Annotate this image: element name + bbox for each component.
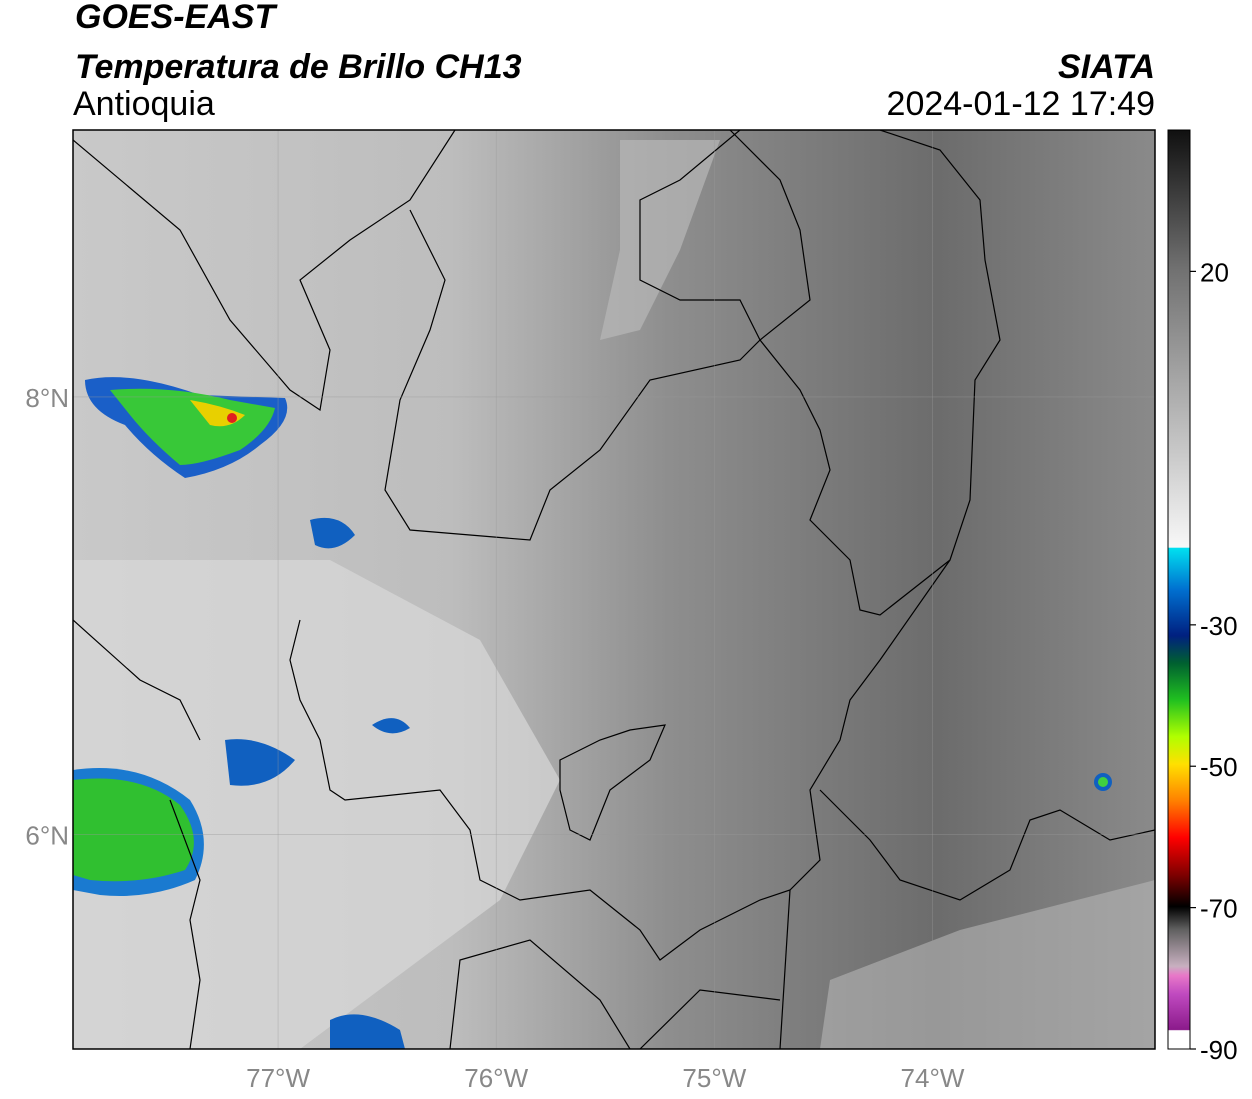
boundary [384,130,761,541]
cloud [600,140,720,340]
colorbar-tick-label: -90 [1200,1035,1238,1065]
source: SIATA [1058,48,1155,86]
y-tick-label: 6°N [25,821,69,851]
boundary [289,559,951,961]
colorbar [1167,129,1191,1050]
datetime: 2024-01-12 17:49 [887,85,1155,123]
x-tick-label: 76°W [464,1063,528,1093]
map [73,130,1155,1049]
boundary [729,130,1001,616]
boundary [779,789,1155,1049]
region: Antioquia [73,85,215,123]
x-tick-label: 77°W [246,1063,310,1093]
cloud-top [372,718,410,734]
cloud [820,880,1155,1049]
colorbar-tick-label: -50 [1200,752,1238,782]
cloud-top [330,1014,405,1049]
cloud-top [110,388,275,465]
grid [73,130,1155,1049]
map-frame [72,129,1156,1050]
cloud-top [310,517,355,549]
colorbar-tick-label: -30 [1200,611,1238,641]
cloud-top [1098,777,1108,787]
cloud-top [227,413,237,423]
colorbar-tick-label: 20 [1200,257,1229,287]
colorbar-tick-label: -70 [1200,894,1238,924]
cloud [73,560,560,1049]
coastline [73,130,456,412]
boundary [449,939,781,1049]
y-tick-label: 8°N [25,383,69,413]
x-tick-label: 75°W [682,1063,746,1093]
boundary [559,724,666,841]
coastline [73,619,201,1049]
x-tick-label: 74°W [901,1063,965,1093]
subtitle: Temperatura de Brillo CH13 [75,48,522,86]
cloud-top [73,778,194,882]
title: GOES-EAST [75,0,278,36]
cloud-top [225,739,295,786]
